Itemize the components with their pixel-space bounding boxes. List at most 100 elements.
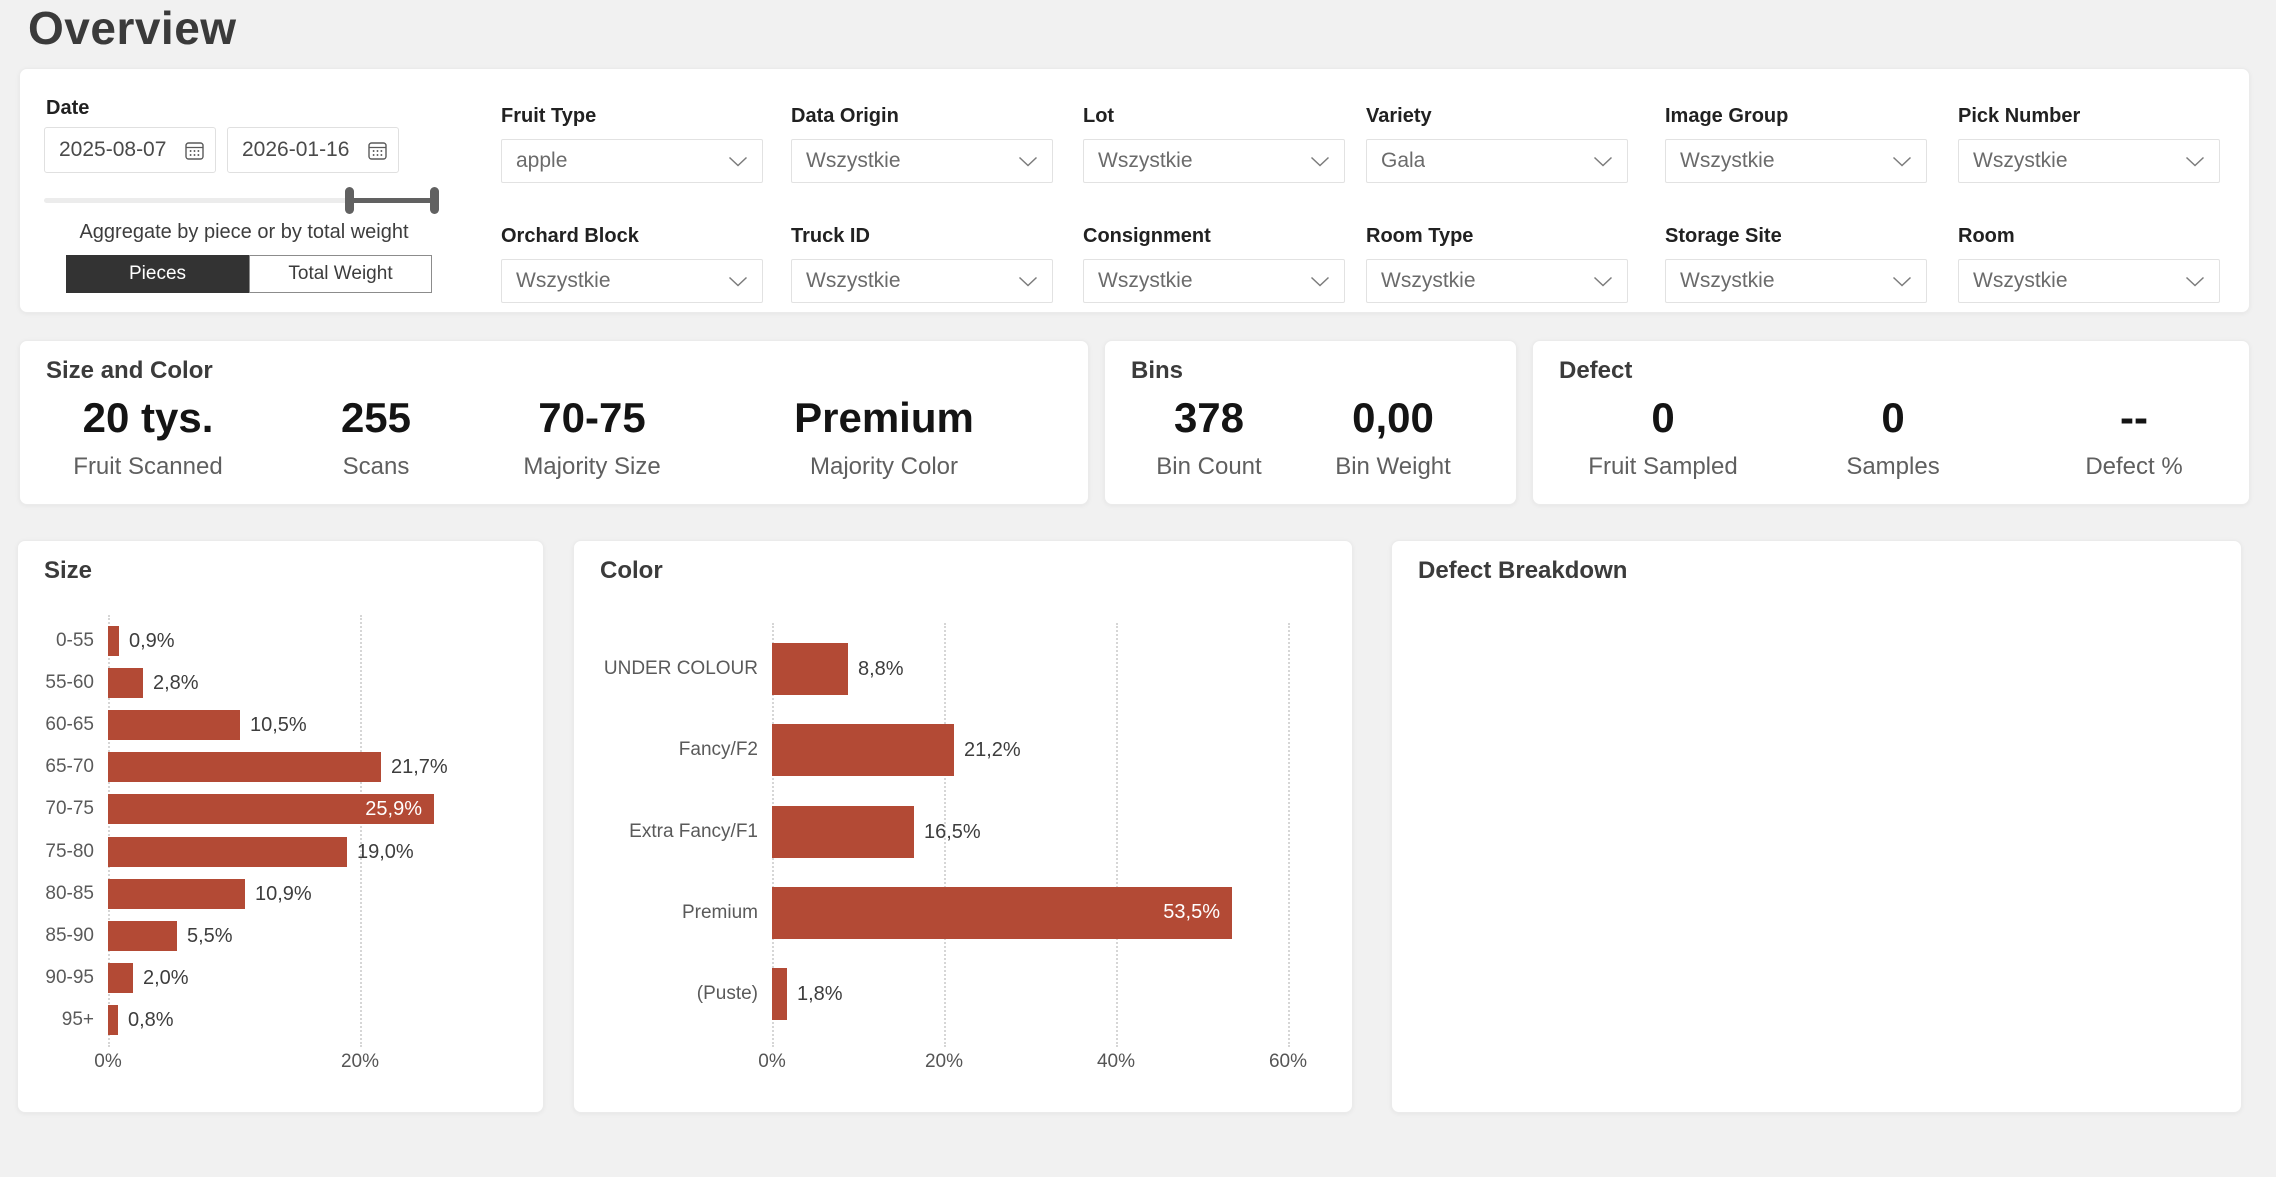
chevron-down-icon [728,276,748,287]
dropdown-value: Wszystkie [1381,269,1476,292]
kpi-card-size-and-color: Size and Color 20 tys. Fruit Scanned 255 Sc… [19,340,1089,505]
category-label: 65-70 [45,756,94,778]
kpi-majority-size: 70-75 Majority Size [502,393,682,481]
bar-55-60[interactable] [108,668,143,699]
value-label: 19,0% [357,840,414,863]
kpi-label: Majority Size [523,453,661,480]
chart-title: Defect Breakdown [1418,557,1628,584]
bar-95[interactable] [108,1004,118,1035]
date-start-input[interactable]: 2025-08-07 [44,127,216,173]
filter-label: Variety [1366,105,1432,127]
filter-dropdown-data-origin[interactable]: Wszystkie [791,139,1053,183]
x-axis-tick-label: 20% [924,1051,964,1072]
toggle-total-weight-button[interactable]: Total Weight [249,255,432,293]
value-label: 2,0% [143,966,189,989]
filter-dropdown-fruit-type[interactable]: apple [501,139,763,183]
size-bar-chart: 0% 20% 0-55 0,9% 55-60 2,8% 60-65 10,5% 65-70 21,… [18,541,543,1112]
kpi-value: -- [2120,394,2148,441]
category-label: (Puste) [696,983,758,1005]
kpi-value: 0 [1881,394,1905,441]
filter-dropdown-image-group[interactable]: Wszystkie [1665,139,1927,183]
category-label: Extra Fancy/F1 [629,820,758,842]
kpi-label: Scans [342,453,410,480]
color-chart-card: Color 0% 20% 40% 60% UNDER COLOUR 8,8% Fancy/F… [573,540,1353,1113]
value-label: 10,5% [250,714,307,737]
kpi-fruit-sampled: 0 Fruit Sampled [1581,393,1745,481]
dropdown-value: Wszystkie [516,269,611,292]
kpi-label: Fruit Sampled [1588,453,1738,480]
dropdown-value: apple [516,149,568,172]
kpi-bin-count: 378 Bin Count [1129,393,1289,481]
x-axis-tick-label: 40% [1096,1051,1136,1072]
value-label: 21,7% [391,756,448,779]
category-label: 70-75 [45,798,94,820]
dropdown-value: Wszystkie [1973,269,2068,292]
bar-65-70[interactable] [108,752,381,783]
bar-0-55[interactable] [108,626,119,656]
kpi-card-title: Defect [1559,357,1633,384]
bar-under-colour[interactable] [772,643,848,695]
filter-dropdown-orchard-block[interactable]: Wszystkie [501,259,763,303]
bar-premium[interactable]: 53,5% [772,886,1232,939]
bar-extra-fancy-f1[interactable] [772,805,914,858]
bar-60-65[interactable] [108,710,240,741]
bar-puste[interactable] [772,968,787,1021]
kpi-scans: 255 Scans [286,393,466,481]
kpi-value: 0,00 [1352,394,1434,441]
x-axis-tick-label: 20% [340,1051,380,1072]
kpi-defect: -- Defect % [2052,393,2216,481]
category-label: 0-55 [55,630,94,651]
kpi-samples: 0 Samples [1811,393,1975,481]
bar-80-85[interactable] [108,878,245,909]
calendar-icon[interactable] [367,140,388,161]
value-label: 1,8% [797,983,843,1006]
bar-fancy-f2[interactable] [772,724,954,777]
category-label: 95+ [61,1008,94,1030]
bar-70-75[interactable]: 25,9% [108,794,434,825]
filter-label: Image Group [1665,105,1789,127]
filter-dropdown-room-type[interactable]: Wszystkie [1366,259,1628,303]
page-title: Overview [28,2,237,54]
aggregate-caption: Aggregate by piece or by total weight [79,221,409,243]
filter-dropdown-truck-id[interactable]: Wszystkie [791,259,1053,303]
chart-title: Size [44,557,93,584]
filter-dropdown-room[interactable]: Wszystkie [1958,259,2220,303]
category-label: Premium [681,901,758,923]
value-label: 21,2% [964,739,1021,762]
filter-dropdown-consignment[interactable]: Wszystkie [1083,259,1345,303]
date-end-input[interactable]: 2026-01-16 [227,127,399,173]
category-label: 80-85 [45,882,94,904]
size-chart-card: Size 0% 20% 0-55 0,9% 55-60 2,8% 60-65 10,5% 65-… [17,540,544,1113]
bar-85-90[interactable] [108,920,177,951]
filter-dropdown-pick-number[interactable]: Wszystkie [1958,139,2220,183]
filter-label: Storage Site [1665,225,1782,247]
value-label: 2,8% [153,672,199,695]
chevron-down-icon [1892,156,1912,167]
calendar-icon[interactable] [184,140,205,161]
value-label: 8,8% [858,658,904,680]
dropdown-value: Gala [1381,149,1426,172]
date-filter-label: Date [46,97,90,119]
filter-dropdown-variety[interactable]: Gala [1366,139,1628,183]
date-range-slider[interactable] [44,183,439,217]
category-label: 90-95 [45,966,94,988]
kpi-label: Bin Count [1156,453,1262,480]
filter-label: Room Type [1366,225,1474,247]
filter-dropdown-storage-site[interactable]: Wszystkie [1665,259,1927,303]
x-axis-tick-label: 0% [758,1051,786,1072]
bar-75-80[interactable] [108,836,347,867]
toggle-pieces-button[interactable]: Pieces [66,255,249,293]
slider-handle-left[interactable] [345,187,354,214]
filter-label: Pick Number [1958,105,2081,127]
kpi-label: Defect % [2085,453,2183,480]
kpi-value: Premium [794,394,974,441]
slider-handle-right[interactable] [430,187,439,214]
kpi-value: 255 [340,394,412,441]
chevron-down-icon [1892,276,1912,287]
value-label: 0,9% [129,630,175,652]
filter-label: Orchard Block [501,225,639,247]
value-label: 10,9% [255,882,312,905]
bar-90-95[interactable] [108,962,133,993]
gridline [1288,623,1290,1047]
filter-dropdown-lot[interactable]: Wszystkie [1083,139,1345,183]
